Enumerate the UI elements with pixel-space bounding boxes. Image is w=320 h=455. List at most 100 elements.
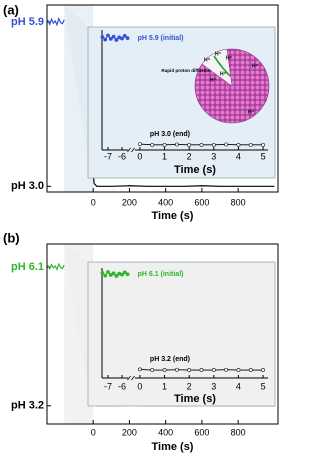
inset-x-tick-label: 3 bbox=[211, 381, 216, 391]
inset-marker bbox=[236, 142, 241, 147]
end-label: pH 3.0 (end) bbox=[150, 131, 190, 138]
inset-marker bbox=[150, 142, 155, 147]
axis-break bbox=[127, 375, 135, 381]
inset-x-tick-label: -6 bbox=[118, 151, 126, 161]
inset-x-tick-label: 1 bbox=[162, 151, 167, 161]
inset-x-tick-label: 0 bbox=[137, 381, 142, 391]
inset-marker bbox=[108, 36, 113, 41]
inset-marker bbox=[261, 142, 265, 147]
inset-x-tick-label: 1 bbox=[162, 381, 167, 391]
inset-x-tick-label: -7 bbox=[104, 381, 112, 391]
x-tick-label: 200 bbox=[122, 427, 137, 437]
panel-label: (a) bbox=[3, 2, 19, 17]
inset-x-tick-label: -6 bbox=[118, 381, 126, 391]
y-tick-label: pH 3.2 bbox=[11, 400, 44, 412]
inset-marker bbox=[125, 272, 130, 277]
inset-marker bbox=[248, 368, 253, 372]
inset-marker bbox=[211, 368, 216, 372]
inset-marker bbox=[150, 368, 155, 372]
inset-marker bbox=[236, 368, 241, 372]
inset-marker bbox=[187, 368, 192, 372]
x-tick-label: 0 bbox=[91, 427, 96, 437]
x-tick-label: 600 bbox=[194, 427, 209, 437]
diffusion-label: Rapid proton diffusion bbox=[161, 68, 210, 73]
initial-label: pH 5.9 (initial) bbox=[138, 35, 184, 42]
inset-marker bbox=[199, 142, 204, 147]
inset-marker bbox=[248, 142, 253, 147]
axis-break bbox=[127, 147, 135, 153]
proton-label: H⁺ bbox=[204, 57, 211, 63]
proton-label: H⁺ bbox=[220, 71, 227, 77]
inset-marker bbox=[174, 142, 179, 147]
inset-x-tick-label: 4 bbox=[236, 381, 241, 391]
data-line bbox=[47, 262, 65, 271]
proton-label: H⁺ bbox=[248, 109, 255, 115]
panel-label: (b) bbox=[3, 230, 20, 245]
data-line bbox=[92, 172, 275, 187]
inset-x-tick-label: -7 bbox=[104, 151, 112, 161]
proton-label: H⁺ bbox=[215, 51, 222, 57]
inset-x-tick-label: 5 bbox=[261, 381, 266, 391]
x-tick-label: 400 bbox=[158, 427, 173, 437]
inset-marker bbox=[120, 272, 124, 277]
inset-marker bbox=[162, 142, 167, 147]
data-line bbox=[47, 16, 65, 27]
inset-marker bbox=[138, 142, 142, 147]
inset-marker bbox=[108, 273, 113, 277]
inset-x-tick-label: 5 bbox=[261, 151, 266, 161]
inset-box bbox=[87, 261, 276, 407]
x-axis-label: Time (s) bbox=[152, 441, 194, 453]
zoom-connector bbox=[64, 244, 94, 424]
inset-marker bbox=[122, 270, 127, 275]
plot-frame bbox=[46, 4, 279, 193]
inset-marker bbox=[261, 368, 265, 372]
inset-marker bbox=[120, 36, 124, 41]
inset-marker bbox=[122, 33, 127, 38]
inset-marker bbox=[199, 368, 204, 372]
inset-x-tick-label: 0 bbox=[137, 151, 142, 161]
inset-marker bbox=[114, 274, 119, 278]
proton-label: H⁺ bbox=[252, 63, 259, 69]
zoom-connector bbox=[64, 5, 94, 192]
inset-marker bbox=[100, 271, 105, 275]
inset-marker bbox=[138, 367, 142, 372]
x-tick-label: 400 bbox=[158, 197, 173, 207]
inset-marker bbox=[125, 36, 130, 40]
inset-x-axis-label: Time (s) bbox=[174, 393, 216, 405]
x-tick-label: 0 bbox=[91, 197, 96, 207]
initial-label: pH 6.1 (initial) bbox=[138, 271, 184, 278]
inset-marker bbox=[174, 367, 179, 372]
inset-marker bbox=[224, 142, 229, 147]
end-label: pH 3.2 (end) bbox=[150, 356, 190, 363]
inset-marker bbox=[103, 273, 108, 278]
inset-marker bbox=[103, 37, 108, 42]
inset-marker bbox=[187, 142, 192, 147]
y-tick-label: pH 3.0 bbox=[11, 180, 44, 192]
nanoparticle-cutaway bbox=[201, 48, 233, 87]
plot-frame bbox=[46, 243, 279, 425]
proton-label: H⁺ bbox=[226, 55, 233, 61]
inset-x-tick-label: 4 bbox=[236, 151, 241, 161]
inset-marker bbox=[106, 270, 110, 274]
inset-marker bbox=[224, 367, 229, 372]
inset-marker bbox=[100, 35, 105, 39]
inset-marker bbox=[114, 38, 119, 42]
inset-x-tick-label: 3 bbox=[211, 151, 216, 161]
x-axis-label: Time (s) bbox=[152, 210, 194, 222]
inset-marker bbox=[111, 34, 116, 39]
y-tick-label: pH 5.9 bbox=[11, 16, 44, 28]
inset-x-tick-label: 2 bbox=[187, 151, 192, 161]
inset-marker bbox=[106, 33, 110, 38]
inset-x-tick-label: 2 bbox=[187, 381, 192, 391]
inset-marker bbox=[162, 368, 167, 372]
x-tick-label: 200 bbox=[122, 197, 137, 207]
inset-x-axis-label: Time (s) bbox=[174, 164, 216, 176]
inset-marker bbox=[211, 142, 216, 147]
y-tick-label: pH 6.1 bbox=[11, 261, 44, 273]
inset-marker bbox=[111, 271, 116, 276]
x-tick-label: 800 bbox=[231, 197, 246, 207]
proton-label: H⁺ bbox=[210, 77, 217, 83]
x-tick-label: 800 bbox=[231, 427, 246, 437]
diffusion-arrow bbox=[213, 55, 231, 77]
